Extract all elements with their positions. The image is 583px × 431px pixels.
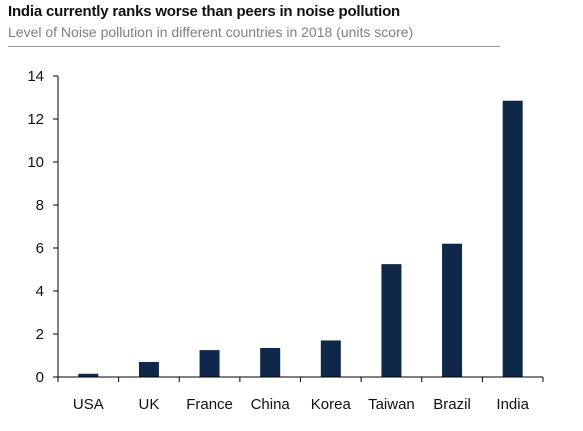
x-tick-label: China [251, 396, 291, 413]
bar [260, 347, 281, 377]
bar [381, 264, 402, 377]
x-tick-label: France [186, 396, 233, 413]
x-tick-label: Korea [311, 396, 352, 413]
x-tick-label: USA [73, 396, 104, 413]
y-tick-label: 12 [27, 111, 44, 128]
y-tick-label: 6 [36, 240, 44, 257]
x-tick-label: Brazil [433, 396, 471, 413]
title-divider [8, 46, 500, 47]
y-tick-label: 14 [27, 68, 44, 85]
x-tick-label: UK [139, 396, 160, 413]
bar [138, 361, 159, 377]
bar [78, 373, 99, 377]
bar [502, 100, 523, 377]
chart-title: India currently ranks worse than peers i… [8, 3, 401, 20]
bar [442, 243, 463, 377]
x-tick-label: Taiwan [368, 396, 415, 413]
y-tick-label: 8 [36, 197, 44, 214]
y-tick-label: 10 [27, 154, 44, 171]
x-tick-label: India [496, 396, 529, 413]
y-tick-label: 0 [36, 369, 44, 386]
bar [199, 350, 220, 377]
y-tick-label: 2 [36, 326, 44, 343]
y-tick-label: 4 [36, 283, 44, 300]
chart-subtitle: Level of Noise pollution in different co… [8, 24, 414, 40]
bar [320, 340, 341, 377]
